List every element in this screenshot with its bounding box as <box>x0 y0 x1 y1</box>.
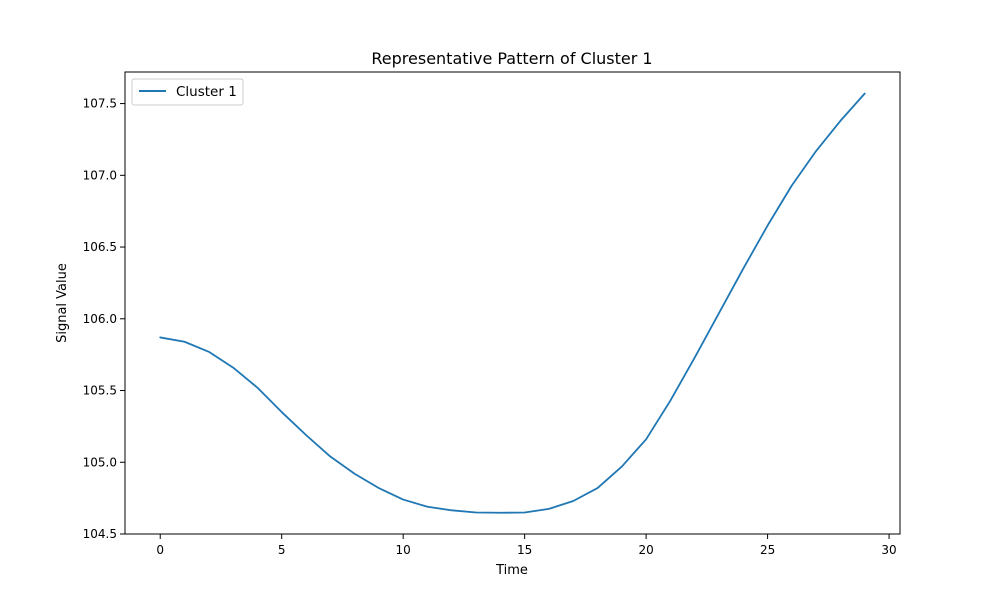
x-tick-label: 10 <box>396 543 411 557</box>
chart-title: Representative Pattern of Cluster 1 <box>371 49 652 68</box>
x-tick-label: 20 <box>638 543 653 557</box>
x-axis-ticks: 0 5 10 15 20 25 30 <box>156 534 897 557</box>
plot-area <box>125 72 900 534</box>
y-tick-label: 104.5 <box>83 527 117 541</box>
y-tick-label: 106.5 <box>83 240 117 254</box>
x-tick-label: 0 <box>156 543 164 557</box>
y-axis-ticks: 104.5 105.0 105.5 106.0 106.5 107.0 107.5 <box>83 97 125 541</box>
x-tick-label: 30 <box>881 543 896 557</box>
y-tick-label: 106.0 <box>83 312 117 326</box>
series-line-cluster-1 <box>159 92 866 514</box>
y-tick-label: 105.5 <box>83 384 117 398</box>
legend-label: Cluster 1 <box>176 84 237 100</box>
plot-frame <box>124 71 901 535</box>
legend-box <box>131 78 244 106</box>
y-tick-label: 107.0 <box>83 168 117 182</box>
legend: Cluster 1 <box>131 78 244 106</box>
series-layer <box>159 92 866 514</box>
x-tick-label: 25 <box>760 543 775 557</box>
x-axis-label: Time <box>495 563 528 578</box>
x-tick-label: 15 <box>517 543 532 557</box>
y-axis-label: Signal Value <box>55 263 70 343</box>
y-tick-label: 105.0 <box>83 455 117 469</box>
y-tick-label: 107.5 <box>83 97 117 111</box>
x-tick-label: 5 <box>278 543 286 557</box>
